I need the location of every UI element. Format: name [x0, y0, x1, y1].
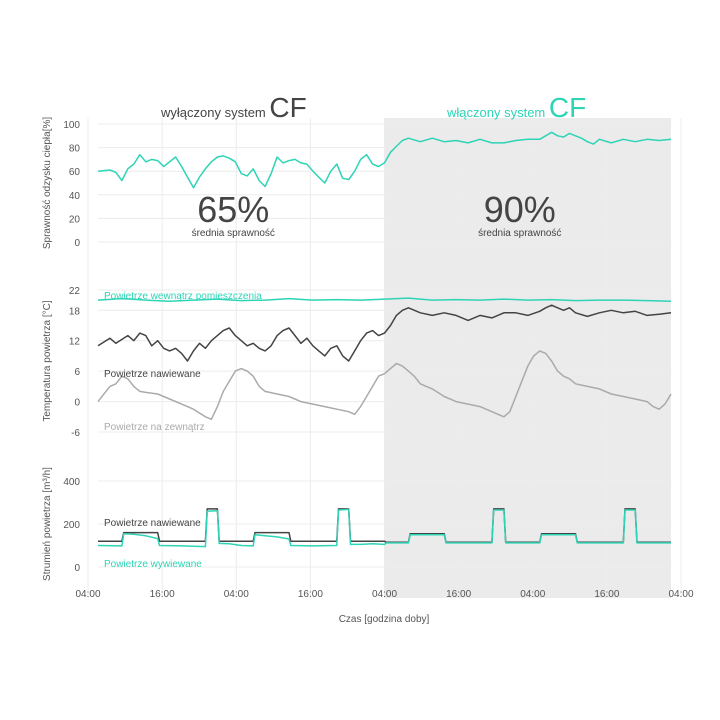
chart-marks: [97, 131, 672, 548]
average-value: 65%: [197, 189, 269, 230]
label-outdoor-air: Powietrze na zewnątrz: [104, 422, 205, 433]
y-axis-label: Sprawność odzysku ciepła[%]: [42, 117, 53, 250]
x-tick-label: 04:00: [668, 589, 693, 600]
chart-labels: 04:00 16:00 04:00 16:00 04:00 16:00 04:00 16:00…: [42, 92, 694, 625]
y-tick-label: 400: [63, 477, 80, 488]
x-tick-label: 16:00: [594, 589, 619, 600]
x-tick-label: 04:00: [372, 589, 397, 600]
average-caption: średnia sprawność: [192, 228, 275, 239]
y-tick-label: 0: [74, 563, 80, 574]
y-tick-label: -6: [71, 428, 80, 439]
series-line: [97, 131, 672, 189]
grid: [87, 118, 682, 598]
y-tick-label: 6: [74, 367, 80, 378]
y-tick-label: 12: [69, 337, 81, 348]
label-supply-flow: Powietrze nawiewane: [104, 518, 201, 529]
shaded-region: [384, 118, 671, 598]
section-header-on-cf: CF: [549, 92, 586, 123]
series-line: [97, 297, 672, 302]
label-supply-air: Powietrze nawiewane: [104, 369, 201, 380]
x-tick-label: 04:00: [520, 589, 545, 600]
label-indoor-air: Powietrze wewnątrz pomieszczenia: [104, 291, 262, 302]
section-header-on: włączony system CF: [446, 92, 586, 123]
y-tick-label: 40: [69, 191, 81, 202]
x-tick-label: 04:00: [75, 589, 100, 600]
average-value: 90%: [484, 189, 556, 230]
y-axis-label: Strumień powietrza [m³/h]: [42, 467, 53, 581]
section-header-off-cf: CF: [269, 92, 306, 123]
y-tick-label: 200: [63, 520, 80, 531]
x-tick-label: 04:00: [224, 589, 249, 600]
y-tick-label: 60: [69, 167, 81, 178]
series-line: [97, 304, 672, 362]
y-tick-label: 100: [63, 120, 80, 131]
x-axis-label: Czas [godzina doby]: [339, 614, 430, 625]
y-tick-label: 80: [69, 144, 81, 155]
y-tick-label: 18: [69, 306, 81, 317]
label-exhaust-flow: Powietrze wywiewane: [104, 559, 202, 570]
y-tick-label: 20: [69, 214, 81, 225]
series-line: [97, 508, 671, 548]
section-header-off: wyłączony system CF: [160, 92, 307, 123]
x-tick-label: 16:00: [298, 589, 323, 600]
x-tick-label: 16:00: [150, 589, 175, 600]
y-tick-label: 0: [74, 238, 80, 249]
y-axis-label: Temperatura powietrza [°C]: [42, 300, 53, 421]
average-caption: średnia sprawność: [478, 228, 561, 239]
series-line: [97, 350, 672, 421]
y-tick-label: 22: [69, 286, 81, 297]
x-tick-label: 16:00: [446, 589, 471, 600]
y-tick-label: 0: [74, 398, 80, 409]
